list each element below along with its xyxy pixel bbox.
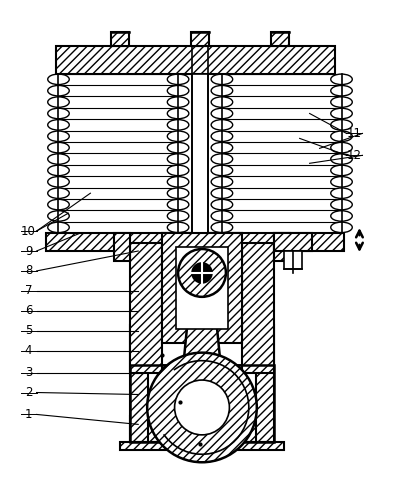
- Bar: [162, 233, 242, 343]
- Ellipse shape: [211, 97, 233, 107]
- Polygon shape: [182, 297, 222, 457]
- Ellipse shape: [331, 120, 352, 130]
- Bar: [256, 325, 274, 442]
- Text: 1: 1: [25, 408, 32, 421]
- Ellipse shape: [167, 131, 189, 141]
- Ellipse shape: [331, 211, 352, 221]
- Ellipse shape: [48, 142, 69, 153]
- Ellipse shape: [331, 188, 352, 199]
- Ellipse shape: [211, 131, 233, 141]
- Text: 5: 5: [25, 324, 32, 337]
- Ellipse shape: [167, 142, 189, 153]
- Ellipse shape: [211, 86, 233, 96]
- Ellipse shape: [167, 165, 189, 176]
- Circle shape: [174, 380, 229, 435]
- Ellipse shape: [167, 222, 189, 232]
- Ellipse shape: [331, 199, 352, 210]
- Bar: [242, 243, 274, 373]
- Ellipse shape: [167, 177, 189, 187]
- Ellipse shape: [48, 120, 69, 130]
- Bar: [46, 233, 344, 251]
- Bar: [114, 233, 130, 261]
- Ellipse shape: [48, 199, 69, 210]
- Ellipse shape: [211, 142, 233, 153]
- Bar: [162, 233, 242, 251]
- Bar: [274, 233, 312, 251]
- Text: 7: 7: [25, 284, 32, 297]
- Bar: [191, 32, 209, 46]
- Ellipse shape: [48, 131, 69, 141]
- Bar: [130, 243, 162, 373]
- Text: 2: 2: [25, 386, 32, 399]
- Ellipse shape: [331, 86, 352, 96]
- Ellipse shape: [331, 142, 352, 153]
- Ellipse shape: [211, 211, 233, 221]
- Ellipse shape: [167, 211, 189, 221]
- Ellipse shape: [211, 74, 233, 85]
- Bar: [130, 365, 274, 442]
- Ellipse shape: [331, 108, 352, 119]
- Bar: [242, 243, 274, 251]
- Ellipse shape: [211, 120, 233, 130]
- Text: 8: 8: [25, 265, 32, 278]
- Text: 6: 6: [25, 304, 32, 317]
- Bar: [120, 442, 284, 450]
- Ellipse shape: [167, 108, 189, 119]
- Ellipse shape: [331, 177, 352, 187]
- Bar: [111, 32, 129, 46]
- Ellipse shape: [331, 165, 352, 176]
- Bar: [55, 46, 334, 73]
- Bar: [130, 365, 274, 416]
- Bar: [130, 325, 148, 442]
- Ellipse shape: [48, 97, 69, 107]
- Ellipse shape: [167, 120, 189, 130]
- Ellipse shape: [211, 177, 233, 187]
- Ellipse shape: [211, 188, 233, 199]
- Ellipse shape: [48, 211, 69, 221]
- Ellipse shape: [167, 188, 189, 199]
- Ellipse shape: [167, 154, 189, 164]
- Bar: [176, 247, 228, 329]
- Ellipse shape: [211, 154, 233, 164]
- Ellipse shape: [48, 154, 69, 164]
- Ellipse shape: [48, 74, 69, 85]
- Ellipse shape: [48, 177, 69, 187]
- Circle shape: [192, 263, 212, 283]
- Ellipse shape: [211, 199, 233, 210]
- Ellipse shape: [331, 131, 352, 141]
- Ellipse shape: [48, 108, 69, 119]
- Ellipse shape: [48, 86, 69, 96]
- Bar: [130, 243, 162, 251]
- Ellipse shape: [48, 188, 69, 199]
- Bar: [284, 251, 302, 269]
- Ellipse shape: [48, 222, 69, 232]
- Bar: [130, 416, 274, 442]
- Circle shape: [147, 353, 257, 462]
- Text: 3: 3: [25, 366, 32, 379]
- Text: 12: 12: [347, 149, 362, 162]
- Ellipse shape: [167, 74, 189, 85]
- Bar: [192, 73, 208, 233]
- Ellipse shape: [167, 199, 189, 210]
- Ellipse shape: [211, 108, 233, 119]
- Ellipse shape: [331, 222, 352, 232]
- Ellipse shape: [167, 86, 189, 96]
- Bar: [271, 32, 289, 46]
- Text: 10: 10: [21, 224, 36, 237]
- Ellipse shape: [331, 74, 352, 85]
- Ellipse shape: [331, 154, 352, 164]
- Bar: [274, 233, 290, 261]
- Text: 11: 11: [347, 127, 362, 140]
- Ellipse shape: [211, 165, 233, 176]
- Ellipse shape: [167, 97, 189, 107]
- Text: 9: 9: [25, 244, 32, 258]
- Ellipse shape: [48, 165, 69, 176]
- Ellipse shape: [211, 222, 233, 232]
- Text: 4: 4: [25, 344, 32, 357]
- Circle shape: [178, 249, 226, 297]
- Ellipse shape: [331, 97, 352, 107]
